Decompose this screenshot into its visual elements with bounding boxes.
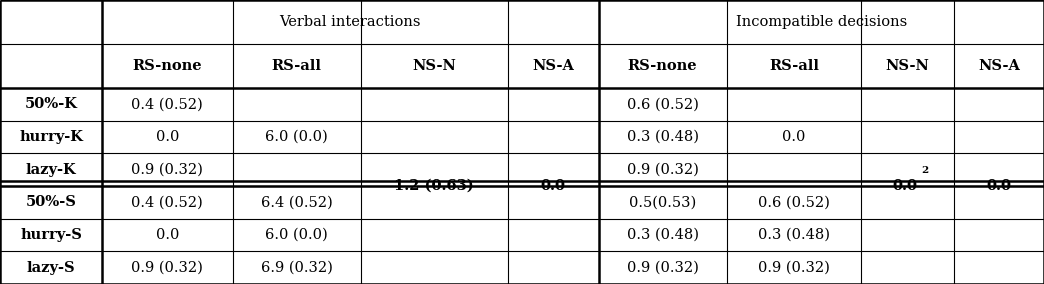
Text: NS-N: NS-N xyxy=(412,59,456,73)
Text: 0.3 (0.48): 0.3 (0.48) xyxy=(626,130,698,144)
Text: 50%-K: 50%-K xyxy=(25,97,77,111)
Text: 50%-S: 50%-S xyxy=(26,195,76,209)
Text: 0.6 (0.52): 0.6 (0.52) xyxy=(758,195,830,209)
Text: NS-A: NS-A xyxy=(978,59,1020,73)
Text: 0.0: 0.0 xyxy=(541,179,566,193)
Text: 0.0: 0.0 xyxy=(987,179,1012,193)
Text: 0.9 (0.32): 0.9 (0.32) xyxy=(132,163,204,177)
Text: 0.3 (0.48): 0.3 (0.48) xyxy=(626,228,698,242)
Text: 0.0: 0.0 xyxy=(782,130,806,144)
Text: RS-all: RS-all xyxy=(768,59,818,73)
Text: 0.6 (0.52): 0.6 (0.52) xyxy=(626,97,698,111)
Text: 0.4 (0.52): 0.4 (0.52) xyxy=(132,97,204,111)
Text: NS-N: NS-N xyxy=(885,59,930,73)
Text: 0.4 (0.52): 0.4 (0.52) xyxy=(132,195,204,209)
Text: 0.9 (0.32): 0.9 (0.32) xyxy=(132,261,204,275)
Text: RS-none: RS-none xyxy=(627,59,697,73)
Text: 0.9 (0.32): 0.9 (0.32) xyxy=(626,163,698,177)
Text: 6.4 (0.52): 6.4 (0.52) xyxy=(261,195,333,209)
Text: hurry-S: hurry-S xyxy=(20,228,82,242)
Text: 0.5(0.53): 0.5(0.53) xyxy=(628,195,696,209)
Text: lazy-S: lazy-S xyxy=(27,261,75,275)
Text: 1.2 (0.63): 1.2 (0.63) xyxy=(395,179,474,193)
Text: 6.9 (0.32): 6.9 (0.32) xyxy=(261,261,333,275)
Text: NS-A: NS-A xyxy=(532,59,574,73)
Text: RS-none: RS-none xyxy=(133,59,203,73)
Text: 6.0 (0.0): 6.0 (0.0) xyxy=(265,130,328,144)
Text: 0.3 (0.48): 0.3 (0.48) xyxy=(758,228,830,242)
Text: 0.0: 0.0 xyxy=(156,130,180,144)
Text: 0.9 (0.32): 0.9 (0.32) xyxy=(626,261,698,275)
Text: 6.0 (0.0): 6.0 (0.0) xyxy=(265,228,328,242)
Text: hurry-K: hurry-K xyxy=(19,130,82,144)
Text: Incompatible decisions: Incompatible decisions xyxy=(736,15,907,29)
Text: 0.9 (0.32): 0.9 (0.32) xyxy=(758,261,830,275)
Text: 0.0: 0.0 xyxy=(156,228,180,242)
Text: 2: 2 xyxy=(921,166,928,175)
Text: 0.0: 0.0 xyxy=(893,179,917,193)
Text: Verbal interactions: Verbal interactions xyxy=(280,15,421,29)
Text: RS-all: RS-all xyxy=(271,59,322,73)
Text: lazy-K: lazy-K xyxy=(26,163,76,177)
